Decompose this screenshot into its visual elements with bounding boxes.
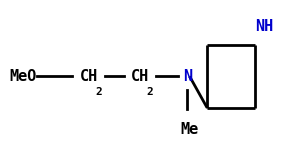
Text: NH: NH [255,19,273,34]
Text: CH: CH [79,69,98,84]
Text: 2: 2 [146,87,153,97]
Text: 2: 2 [95,87,102,97]
Text: N: N [183,69,192,84]
Text: MeO: MeO [9,69,36,84]
Text: Me: Me [180,122,198,137]
Text: CH: CH [131,69,149,84]
